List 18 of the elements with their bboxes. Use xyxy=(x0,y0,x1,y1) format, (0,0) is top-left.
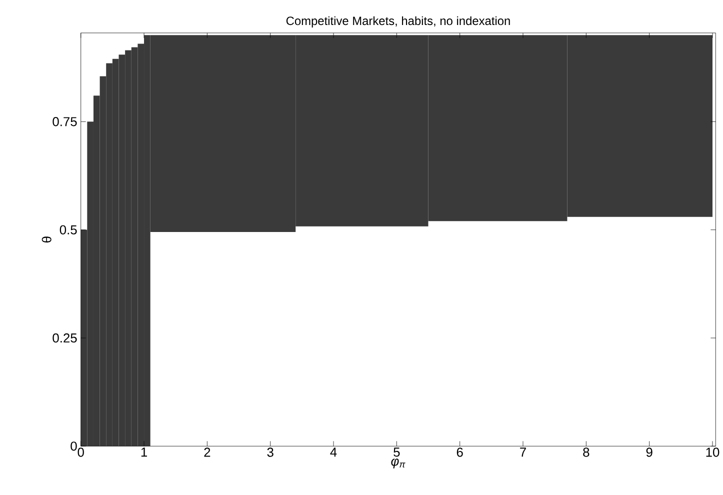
y-tick-label: 0.75 xyxy=(52,117,77,126)
y-tick-label: 0.5 xyxy=(60,225,77,234)
y-tick-label: 0.25 xyxy=(52,333,77,343)
x-tick-label: 2 xyxy=(204,448,210,457)
x-tick-label: 3 xyxy=(267,448,274,457)
y-tick-label: 0 xyxy=(70,442,77,451)
x-tick-label: 8 xyxy=(583,448,590,457)
x-tick-label: 7 xyxy=(520,448,526,457)
x-tick-label: 4 xyxy=(330,448,337,457)
y-axis-title: θ xyxy=(42,236,52,242)
x-tick-label: 10 xyxy=(706,448,720,457)
x-tick-label: 0 xyxy=(78,448,84,457)
x-tick-label: 9 xyxy=(646,448,652,457)
chart-title: Competitive Markets, habits, no indexation xyxy=(286,16,510,28)
x-tick-label: 5 xyxy=(394,448,400,457)
x-tick-label: 6 xyxy=(456,448,463,457)
x-axis-title: φ$_{π}$ xyxy=(391,458,406,468)
x-tick-label: 1 xyxy=(141,448,147,457)
